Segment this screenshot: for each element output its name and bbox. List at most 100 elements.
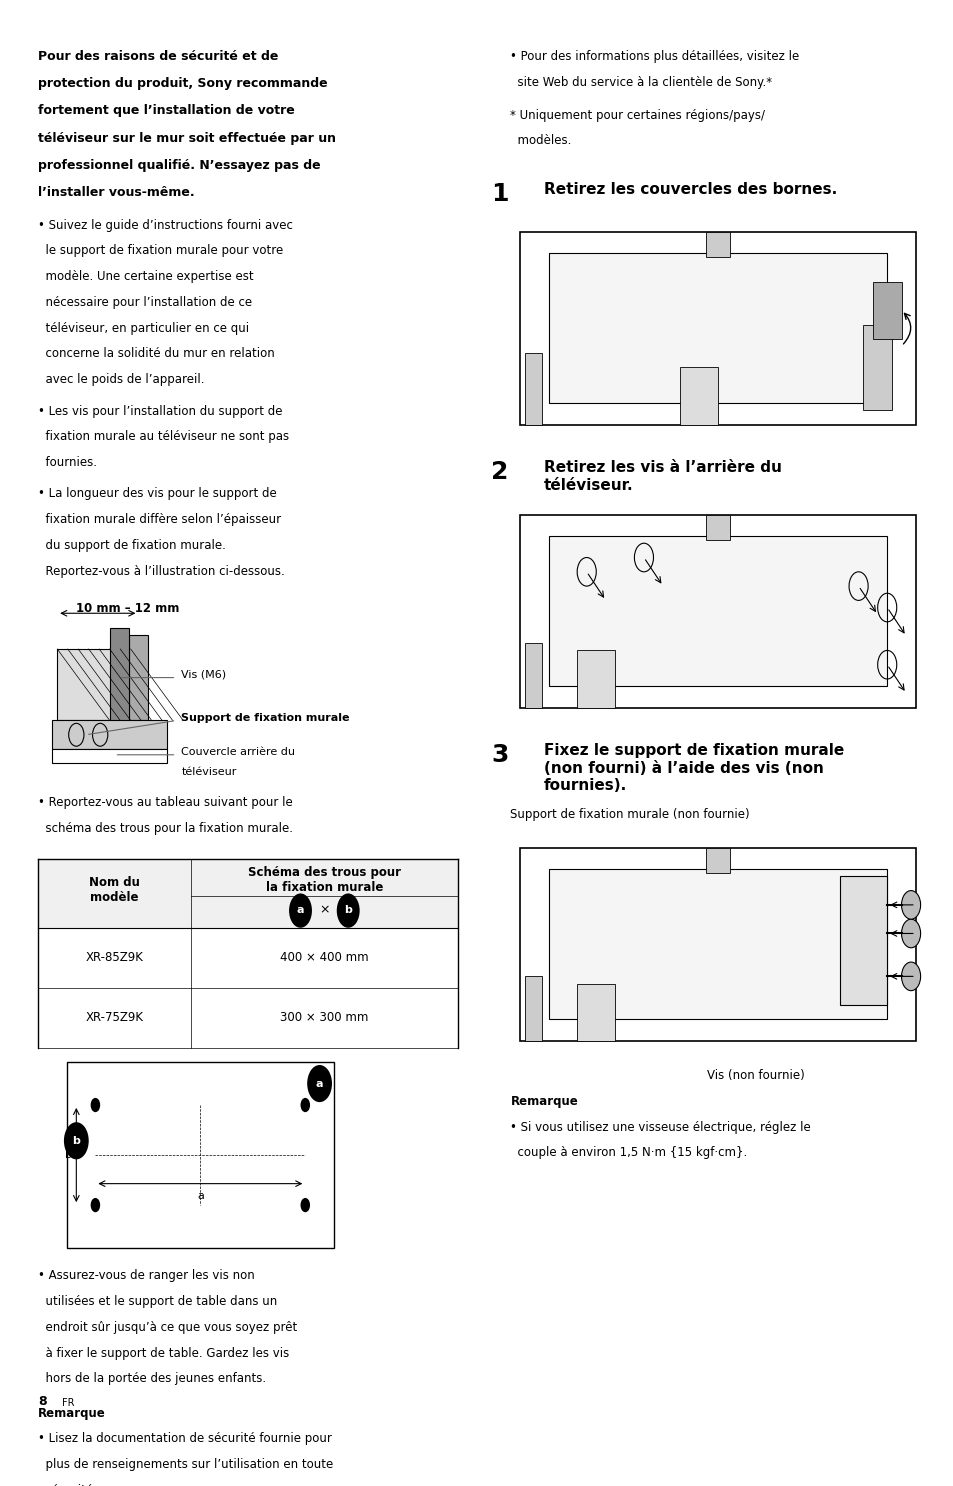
Text: téléviseur: téléviseur (181, 767, 236, 777)
Bar (524, 976, 541, 1040)
Bar (679, 367, 717, 425)
Text: Reportez-vous à l’illustration ci-dessous.: Reportez-vous à l’illustration ci-dessou… (38, 565, 285, 578)
Text: a: a (315, 1079, 323, 1089)
Polygon shape (57, 649, 138, 721)
Text: sécurité.: sécurité. (38, 1485, 97, 1486)
Text: fixation murale diffère selon l’épaisseur: fixation murale diffère selon l’épaisseu… (38, 513, 281, 526)
Text: téléviseur, en particulier en ce qui: téléviseur, en particulier en ce qui (38, 321, 249, 334)
Text: Pour des raisons de sécurité et de: Pour des raisons de sécurité et de (38, 51, 278, 62)
Text: fortement que l’installation de votre: fortement que l’installation de votre (38, 104, 294, 117)
Bar (577, 984, 615, 1040)
Bar (519, 847, 915, 1040)
Text: téléviseur sur le mur soit effectuée par un: téléviseur sur le mur soit effectuée par… (38, 132, 335, 144)
Circle shape (91, 1098, 100, 1112)
Text: du support de fixation murale.: du support de fixation murale. (38, 539, 226, 551)
Text: b: b (72, 1135, 80, 1146)
Text: • Assurez-vous de ranger les vis non: • Assurez-vous de ranger les vis non (38, 1269, 254, 1282)
Circle shape (336, 893, 359, 927)
Polygon shape (52, 749, 167, 764)
Polygon shape (110, 627, 129, 734)
Text: couple à environ 1,5 N·m {15 kgf·cm}.: couple à environ 1,5 N·m {15 kgf·cm}. (510, 1147, 747, 1159)
Text: professionnel qualifié. N’essayez pas de: professionnel qualifié. N’essayez pas de (38, 159, 320, 172)
Text: Schéma des trous pour
la fixation murale: Schéma des trous pour la fixation murale (248, 866, 400, 895)
Text: site Web du service à la clientèle de Sony.*: site Web du service à la clientèle de So… (510, 76, 772, 89)
Bar (524, 643, 541, 707)
Text: plus de renseignements sur l’utilisation en toute: plus de renseignements sur l’utilisation… (38, 1458, 333, 1471)
Circle shape (300, 1098, 310, 1112)
Polygon shape (129, 635, 148, 721)
Bar (839, 877, 886, 1005)
Circle shape (91, 1198, 100, 1213)
Text: l’installer vous-même.: l’installer vous-même. (38, 186, 194, 199)
Text: b: b (344, 905, 352, 915)
Text: a: a (196, 1190, 204, 1201)
Text: protection du produit, Sony recommande: protection du produit, Sony recommande (38, 77, 328, 91)
Bar (872, 282, 901, 339)
Text: 3: 3 (491, 743, 508, 767)
Text: • La longueur des vis pour le support de: • La longueur des vis pour le support de (38, 487, 276, 501)
Bar (524, 354, 541, 425)
Bar (862, 324, 891, 410)
Text: * Uniquement pour certaines régions/pays/: * Uniquement pour certaines régions/pays… (510, 108, 764, 122)
Text: Remarque: Remarque (510, 1095, 578, 1109)
Text: b: b (65, 1150, 71, 1161)
Text: • Les vis pour l’installation du support de: • Les vis pour l’installation du support… (38, 404, 282, 418)
Text: • Si vous utilisez une visseuse électrique, réglez le: • Si vous utilisez une visseuse électriq… (510, 1120, 810, 1134)
Circle shape (307, 1065, 332, 1103)
Text: Support de fixation murale (non fournie): Support de fixation murale (non fournie) (510, 808, 749, 820)
Text: Retirez les vis à l’arrière du
téléviseur.: Retirez les vis à l’arrière du téléviseu… (543, 461, 781, 493)
Text: Nom du
modèle: Nom du modèle (89, 877, 140, 905)
Text: schéma des trous pour la fixation murale.: schéma des trous pour la fixation murale… (38, 822, 293, 835)
Text: modèles.: modèles. (510, 134, 571, 147)
Text: Support de fixation murale: Support de fixation murale (181, 713, 350, 722)
Text: Fixez le support de fixation murale
(non fourni) à l’aide des vis (non
fournies): Fixez le support de fixation murale (non… (543, 743, 843, 794)
Text: ×: × (318, 903, 330, 917)
Text: avec le poids de l’appareil.: avec le poids de l’appareil. (38, 373, 205, 386)
Text: • Reportez-vous au tableau suivant pour le: • Reportez-vous au tableau suivant pour … (38, 796, 293, 810)
Bar (548, 253, 886, 403)
Circle shape (289, 893, 312, 927)
Bar (519, 232, 915, 425)
Text: • Pour des informations plus détaillées, visitez le: • Pour des informations plus détaillées,… (510, 51, 799, 62)
Bar (67, 1062, 334, 1248)
Text: 10 mm – 12 mm: 10 mm – 12 mm (76, 602, 179, 615)
Circle shape (901, 920, 920, 948)
Text: • Suivez le guide d’instructions fourni avec: • Suivez le guide d’instructions fourni … (38, 218, 293, 232)
Circle shape (901, 890, 920, 920)
Text: Vis (non fournie): Vis (non fournie) (706, 1070, 804, 1082)
Text: 400 × 400 mm: 400 × 400 mm (280, 951, 368, 964)
Polygon shape (52, 721, 167, 749)
Text: concerne la solidité du mur en relation: concerne la solidité du mur en relation (38, 348, 274, 361)
Bar (548, 869, 886, 1019)
Text: FR: FR (62, 1398, 74, 1409)
Text: à fixer le support de table. Gardez les vis: à fixer le support de table. Gardez les … (38, 1346, 289, 1360)
Text: • Lisez la documentation de sécurité fournie pour: • Lisez la documentation de sécurité fou… (38, 1433, 332, 1446)
Text: Couvercle arrière du: Couvercle arrière du (181, 747, 294, 756)
Bar (705, 232, 729, 257)
Text: 8: 8 (38, 1395, 47, 1409)
Bar (705, 847, 729, 874)
Circle shape (300, 1198, 310, 1213)
Bar (38, 859, 457, 927)
Bar (548, 536, 886, 687)
Text: a: a (296, 905, 304, 915)
Text: 1: 1 (491, 181, 508, 205)
Text: nécessaire pour l’installation de ce: nécessaire pour l’installation de ce (38, 296, 252, 309)
Text: hors de la portée des jeunes enfants.: hors de la portée des jeunes enfants. (38, 1373, 266, 1385)
Text: utilisées et le support de table dans un: utilisées et le support de table dans un (38, 1296, 277, 1308)
Text: 300 × 300 mm: 300 × 300 mm (280, 1012, 368, 1024)
Text: Vis (M6): Vis (M6) (181, 670, 226, 679)
Text: fixation murale au téléviseur ne sont pas: fixation murale au téléviseur ne sont pa… (38, 431, 289, 443)
Text: fournies.: fournies. (38, 456, 97, 470)
Text: le support de fixation murale pour votre: le support de fixation murale pour votre (38, 245, 283, 257)
Bar (577, 651, 615, 707)
Text: XR-75Z9K: XR-75Z9K (86, 1012, 143, 1024)
Bar (519, 514, 915, 707)
Text: 2: 2 (491, 461, 508, 484)
Text: Retirez les couvercles des bornes.: Retirez les couvercles des bornes. (543, 181, 836, 196)
Circle shape (901, 961, 920, 991)
Text: endroit sûr jusqu’à ce que vous soyez prêt: endroit sûr jusqu’à ce que vous soyez pr… (38, 1321, 297, 1334)
Text: Remarque: Remarque (38, 1407, 106, 1419)
Text: XR-85Z9K: XR-85Z9K (86, 951, 143, 964)
Circle shape (64, 1122, 89, 1159)
